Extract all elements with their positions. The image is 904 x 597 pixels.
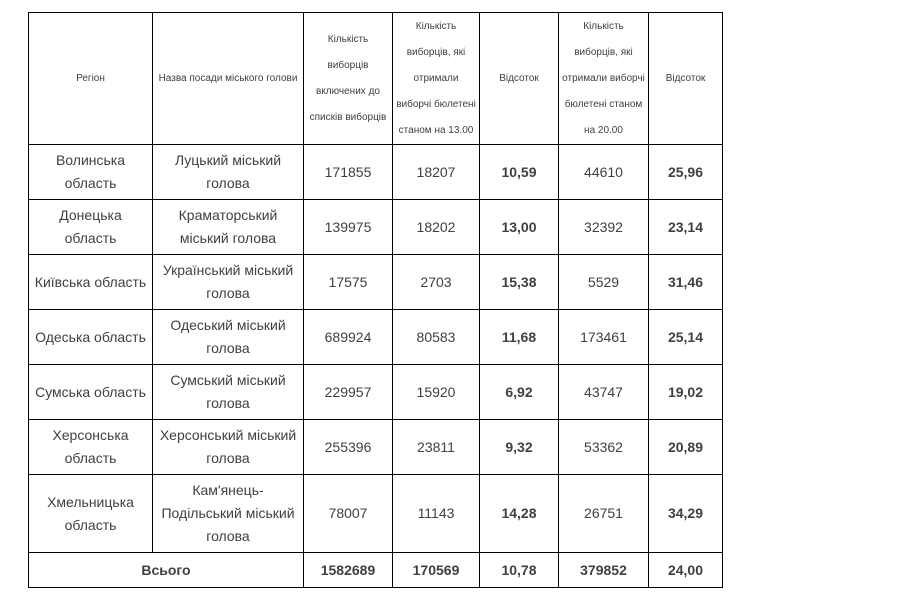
total-pct-13-cell: 10,78 — [479, 552, 559, 588]
ballots-13-cell: 18202 — [392, 199, 480, 255]
total-ballots-13-cell: 170569 — [392, 552, 480, 588]
position-cell: Краматорський міський голова — [152, 199, 304, 255]
region-cell: Одеська область — [28, 309, 153, 365]
table-row: Сумська область Сумський міський голова … — [28, 364, 723, 420]
table-row: Донецька область Краматорський міський г… — [28, 199, 723, 255]
pct-20-cell: 19,02 — [648, 364, 723, 420]
voters-listed-cell: 255396 — [303, 419, 393, 475]
ballots-20-cell: 5529 — [558, 254, 649, 310]
column-header-voters-listed: Кількість виборців включених до списків … — [303, 12, 393, 145]
ballots-13-cell: 11143 — [392, 474, 480, 553]
voters-listed-cell: 139975 — [303, 199, 393, 255]
table-row: Херсонська область Херсонський міський г… — [28, 419, 723, 475]
column-header-ballots-13: Кількість виборців, які отримали виборчі… — [392, 12, 480, 145]
table-row: Київська область Український міський гол… — [28, 254, 723, 310]
pct-13-cell: 15,38 — [479, 254, 559, 310]
ballots-20-cell: 44610 — [558, 144, 649, 200]
ballots-20-cell: 26751 — [558, 474, 649, 553]
position-cell: Херсонський міський голова — [152, 419, 304, 475]
region-cell: Херсонська область — [28, 419, 153, 475]
election-results-table: Регіон Назва посади міського голови Кіль… — [28, 12, 723, 588]
region-cell: Волинська область — [28, 144, 153, 200]
column-header-pct-20: Відсоток — [648, 12, 723, 145]
region-cell: Донецька область — [28, 199, 153, 255]
ballots-20-cell: 173461 — [558, 309, 649, 365]
voters-listed-cell: 171855 — [303, 144, 393, 200]
ballots-20-cell: 32392 — [558, 199, 649, 255]
pct-20-cell: 31,46 — [648, 254, 723, 310]
region-cell: Хмельницька область — [28, 474, 153, 553]
total-voters-listed-cell: 1582689 — [303, 552, 393, 588]
column-header-ballots-20: Кількість виборців, які отримали виборчі… — [558, 12, 649, 145]
voters-listed-cell: 689924 — [303, 309, 393, 365]
pct-20-cell: 25,14 — [648, 309, 723, 365]
column-header-position: Назва посади міського голови — [152, 12, 304, 145]
voters-listed-cell: 229957 — [303, 364, 393, 420]
voters-listed-cell: 17575 — [303, 254, 393, 310]
total-row: Всього 1582689 170569 10,78 379852 24,00 — [28, 552, 723, 588]
table-row: Одеська область Одеський міський голова … — [28, 309, 723, 365]
ballots-20-cell: 53362 — [558, 419, 649, 475]
pct-13-cell: 13,00 — [479, 199, 559, 255]
pct-20-cell: 20,89 — [648, 419, 723, 475]
pct-13-cell: 10,59 — [479, 144, 559, 200]
pct-13-cell: 11,68 — [479, 309, 559, 365]
ballots-13-cell: 18207 — [392, 144, 480, 200]
pct-13-cell: 14,28 — [479, 474, 559, 553]
pct-20-cell: 25,96 — [648, 144, 723, 200]
ballots-13-cell: 23811 — [392, 419, 480, 475]
ballots-13-cell: 2703 — [392, 254, 480, 310]
position-cell: Одеський міський голова — [152, 309, 304, 365]
table-row: Хмельницька область Кам'янець-Подільськи… — [28, 474, 723, 553]
position-cell: Кам'янець-Подільський міський голова — [152, 474, 304, 553]
pct-13-cell: 9,32 — [479, 419, 559, 475]
pct-13-cell: 6,92 — [479, 364, 559, 420]
ballots-13-cell: 80583 — [392, 309, 480, 365]
pct-20-cell: 23,14 — [648, 199, 723, 255]
voters-listed-cell: 78007 — [303, 474, 393, 553]
region-cell: Сумська область — [28, 364, 153, 420]
column-header-region: Регіон — [28, 12, 153, 145]
pct-20-cell: 34,29 — [648, 474, 723, 553]
position-cell: Український міський голова — [152, 254, 304, 310]
header-row: Регіон Назва посади міського голови Кіль… — [28, 12, 723, 145]
position-cell: Сумський міський голова — [152, 364, 304, 420]
total-pct-20-cell: 24,00 — [648, 552, 723, 588]
column-header-pct-13: Відсоток — [479, 12, 559, 145]
table-row: Волинська область Луцький міський голова… — [28, 144, 723, 200]
ballots-20-cell: 43747 — [558, 364, 649, 420]
total-ballots-20-cell: 379852 — [558, 552, 649, 588]
total-label-cell: Всього — [28, 552, 304, 588]
position-cell: Луцький міський голова — [152, 144, 304, 200]
region-cell: Київська область — [28, 254, 153, 310]
ballots-13-cell: 15920 — [392, 364, 480, 420]
